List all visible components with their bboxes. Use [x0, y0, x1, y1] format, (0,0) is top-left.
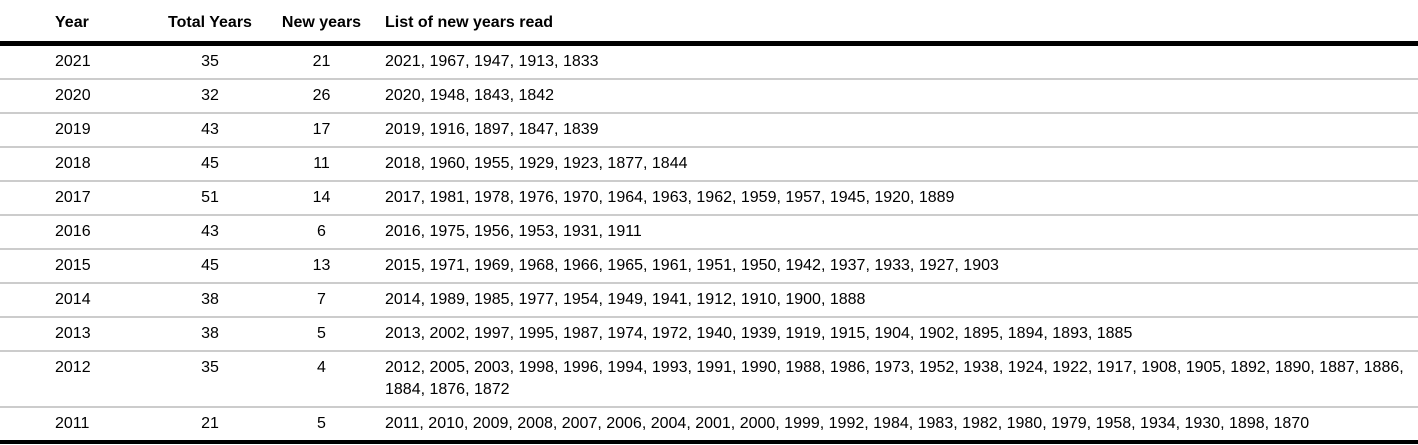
total-years-cell: 21: [201, 415, 219, 432]
table-row: 2011 21 5 2011, 2010, 2009, 2008, 2007, …: [0, 408, 1418, 444]
list-cell: 2017, 1981, 1978, 1976, 1970, 1964, 1963…: [385, 189, 955, 206]
new-years-cell: 7: [317, 291, 326, 308]
new-years-cell: 21: [312, 53, 331, 70]
total-years-cell: 43: [201, 223, 219, 240]
column-header-total-years: Total Years: [168, 14, 252, 31]
year-cell: 2014: [55, 291, 91, 308]
list-cell: 2011, 2010, 2009, 2008, 2007, 2006, 2004…: [385, 415, 1310, 432]
list-cell: 2020, 1948, 1843, 1842: [385, 87, 555, 104]
table-row: 2014 38 7 2014, 1989, 1985, 1977, 1954, …: [0, 284, 1418, 318]
total-years-cell: 38: [201, 325, 219, 342]
new-years-cell: 5: [317, 325, 326, 342]
new-years-cell: 13: [312, 257, 331, 274]
table-row: 2016 43 6 2016, 1975, 1956, 1953, 1931, …: [0, 216, 1418, 250]
year-cell: 2011: [55, 415, 90, 432]
new-years-cell: 5: [317, 415, 326, 432]
list-cell: 2021, 1967, 1947, 1913, 1833: [385, 53, 599, 70]
new-years-cell: 26: [312, 87, 331, 104]
total-years-cell: 35: [201, 53, 219, 70]
list-cell: 2015, 1971, 1969, 1968, 1966, 1965, 1961…: [385, 257, 999, 274]
year-cell: 2012: [55, 359, 91, 376]
table-body: 2021 35 21 2021, 1967, 1947, 1913, 1833 …: [0, 46, 1418, 444]
table-row: 2019 43 17 2019, 1916, 1897, 1847, 1839: [0, 114, 1418, 148]
table-row: 2015 45 13 2015, 1971, 1969, 1968, 1966,…: [0, 250, 1418, 284]
total-years-cell: 38: [201, 291, 219, 308]
year-cell: 2021: [55, 53, 91, 70]
column-header-year: Year: [55, 14, 89, 31]
column-header-list: List of new years read: [385, 14, 554, 31]
table-row: 2012 35 4 2012, 2005, 2003, 1998, 1996, …: [0, 352, 1418, 408]
new-years-cell: 4: [317, 359, 326, 376]
new-years-cell: 11: [313, 155, 330, 172]
table-header-row: Year Total Years New years List of new y…: [0, 0, 1418, 46]
total-years-cell: 32: [201, 87, 219, 104]
new-years-cell: 17: [312, 121, 331, 138]
total-years-cell: 45: [201, 155, 219, 172]
year-cell: 2013: [55, 325, 91, 342]
list-cell: 2014, 1989, 1985, 1977, 1954, 1949, 1941…: [385, 291, 866, 308]
table-row: 2017 51 14 2017, 1981, 1978, 1976, 1970,…: [0, 182, 1418, 216]
year-cell: 2015: [55, 257, 91, 274]
year-cell: 2016: [55, 223, 91, 240]
new-years-cell: 14: [312, 189, 331, 206]
list-cell: 2019, 1916, 1897, 1847, 1839: [385, 121, 599, 138]
table-row: 2020 32 26 2020, 1948, 1843, 1842: [0, 80, 1418, 114]
total-years-cell: 51: [201, 189, 219, 206]
table-row: 2013 38 5 2013, 2002, 1997, 1995, 1987, …: [0, 318, 1418, 352]
year-cell: 2018: [55, 155, 91, 172]
table-row: 2018 45 11 2018, 1960, 1955, 1929, 1923,…: [0, 148, 1418, 182]
year-cell: 2020: [55, 87, 91, 104]
total-years-cell: 43: [201, 121, 219, 138]
year-cell: 2019: [55, 121, 91, 138]
year-cell: 2017: [55, 189, 91, 206]
list-cell: 2012, 2005, 2003, 1998, 1996, 1994, 1993…: [385, 359, 1404, 398]
table-row: 2021 35 21 2021, 1967, 1947, 1913, 1833: [0, 46, 1418, 80]
column-header-new-years: New years: [281, 14, 362, 31]
total-years-cell: 35: [201, 359, 219, 376]
list-cell: 2018, 1960, 1955, 1929, 1923, 1877, 1844: [385, 155, 688, 172]
total-years-cell: 45: [201, 257, 219, 274]
list-cell: 2016, 1975, 1956, 1953, 1931, 1911: [385, 223, 642, 240]
list-cell: 2013, 2002, 1997, 1995, 1987, 1974, 1972…: [385, 325, 1133, 342]
new-years-cell: 6: [317, 223, 326, 240]
